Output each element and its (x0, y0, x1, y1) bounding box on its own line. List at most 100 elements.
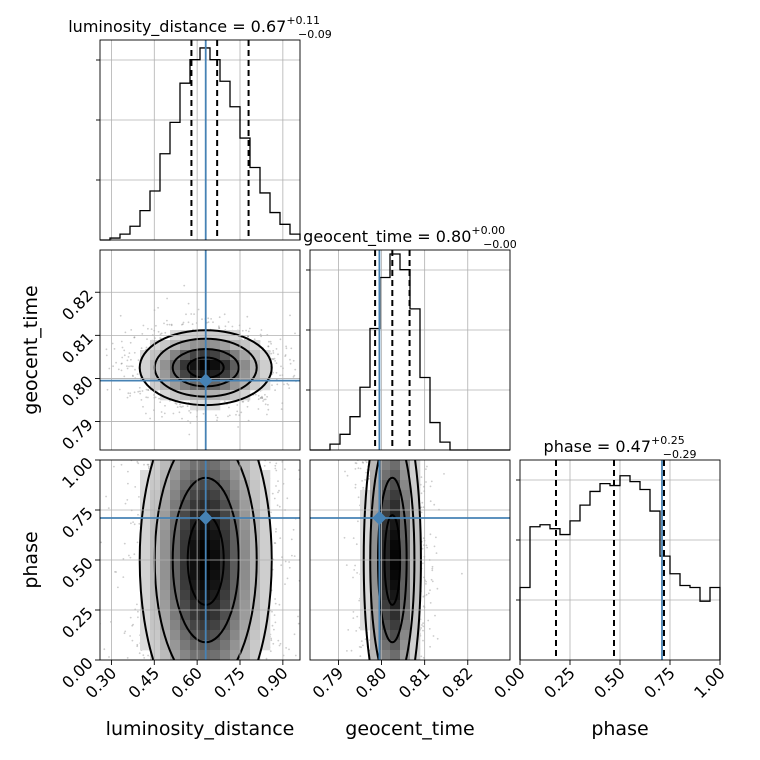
scatter-point (357, 520, 359, 523)
density-block (150, 590, 161, 601)
scatter-point (289, 362, 292, 365)
scatter-point (276, 383, 279, 386)
density-block (210, 640, 221, 651)
scatter-point (236, 404, 239, 406)
density-block (170, 620, 181, 631)
scatter-point (262, 400, 264, 402)
scatter-point (218, 327, 220, 329)
scatter-point (431, 565, 434, 568)
scatter-point (364, 479, 366, 481)
scatter-point (267, 408, 270, 411)
density-block (150, 490, 161, 501)
scatter-point (128, 365, 130, 368)
scatter-point (247, 419, 250, 422)
density-block (360, 580, 371, 591)
scatter-point (421, 624, 423, 626)
density-block (140, 630, 151, 641)
density-block (380, 590, 391, 601)
scatter-point (286, 497, 289, 500)
density-block (260, 520, 271, 531)
scatter-point (133, 336, 136, 339)
scatter-point (246, 315, 249, 318)
scatter-point (431, 580, 434, 583)
scatter-point (284, 468, 286, 471)
scatter-point (155, 324, 157, 327)
density-block (210, 570, 221, 581)
scatter-point (188, 433, 191, 436)
scatter-point (275, 371, 278, 374)
scatter-point (181, 323, 183, 326)
scatter-point (297, 469, 300, 472)
scatter-point (132, 623, 135, 626)
density-block (210, 610, 221, 621)
scatter-point (207, 317, 210, 320)
density-block (240, 520, 251, 531)
scatter-point (189, 422, 192, 424)
density-block (390, 460, 401, 471)
scatter-point (240, 336, 243, 339)
density-block (370, 590, 381, 601)
density-block (170, 460, 181, 471)
x-tick-label-geocent_time-0: 0.79 (309, 663, 348, 702)
density-block (410, 620, 421, 631)
scatter-point (163, 322, 165, 325)
scatter-point (210, 318, 213, 320)
x-tick-label-phase-3: 0.75 (640, 663, 679, 702)
density-block (210, 470, 221, 481)
scatter-point (113, 348, 116, 350)
density-block (370, 540, 381, 551)
scatter-point (267, 403, 269, 406)
density-block (190, 460, 201, 471)
scatter-point (275, 469, 278, 472)
density-block (240, 590, 251, 601)
scatter-point (420, 506, 423, 509)
scatter-point (138, 522, 141, 525)
scatter-point (124, 502, 127, 505)
density-block (400, 480, 411, 491)
scatter-point (425, 580, 427, 583)
scatter-point (148, 467, 150, 470)
scatter-point (420, 476, 423, 478)
density-block (160, 520, 171, 531)
density-block (210, 630, 221, 641)
density-block (400, 460, 411, 471)
density-block (250, 340, 261, 351)
scatter-point (270, 352, 273, 355)
density-block (240, 630, 251, 641)
density-block (220, 640, 231, 651)
density-block (180, 560, 191, 571)
scatter-point (292, 359, 295, 362)
scatter-point (136, 643, 139, 646)
density-block (180, 600, 191, 611)
density-block (190, 540, 201, 551)
scatter-point (146, 463, 149, 466)
scatter-point (307, 352, 309, 354)
density-block (240, 600, 251, 611)
scatter-point (432, 635, 435, 637)
density-block (220, 650, 231, 660)
density-block (260, 540, 271, 551)
scatter-point (425, 468, 427, 470)
density-block (190, 510, 201, 521)
density-block (160, 370, 171, 381)
scatter-point (422, 605, 425, 608)
density-block (260, 530, 271, 541)
scatter-point (284, 583, 286, 585)
scatter-point (271, 358, 274, 360)
scatter-point (355, 630, 358, 632)
density-block (250, 480, 261, 491)
density-block (180, 480, 191, 491)
density-block (230, 620, 241, 631)
scatter-point (127, 470, 129, 473)
scatter-point (354, 462, 357, 464)
density-block (220, 520, 231, 531)
y-axis-label-geocent-time: geocent_time (20, 285, 42, 414)
density-block (230, 580, 241, 591)
density-block (370, 650, 381, 660)
scatter-point (429, 589, 431, 592)
density-block (390, 530, 401, 541)
density-block (380, 490, 391, 501)
scatter-point (431, 569, 434, 572)
density-block (400, 570, 411, 581)
scatter-point (278, 489, 280, 492)
